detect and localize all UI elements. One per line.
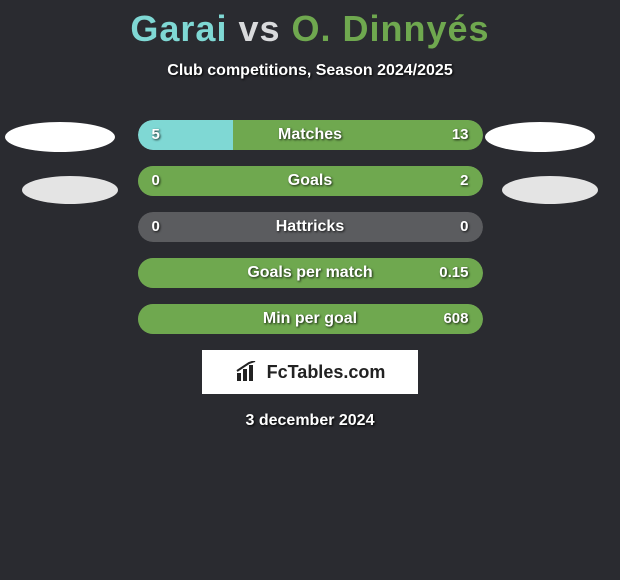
- stat-row: Matches5 13: [138, 120, 483, 150]
- stat-value-left: 5: [152, 120, 160, 150]
- decor-ellipse: [485, 122, 595, 152]
- stat-row: Goals0 2: [138, 166, 483, 196]
- decor-ellipse: [22, 176, 118, 204]
- stat-label: Goals: [138, 166, 483, 196]
- decor-ellipse: [5, 122, 115, 152]
- title-vs: vs: [238, 8, 280, 49]
- stat-label: Matches: [138, 120, 483, 150]
- stat-row: Hattricks0 0: [138, 212, 483, 242]
- title-player2: O. Dinnyés: [292, 8, 490, 49]
- bar-chart-icon: [235, 361, 261, 383]
- logo-text: FcTables.com: [267, 362, 386, 383]
- stat-value-right: 2: [460, 166, 468, 196]
- stat-label: Goals per match: [138, 258, 483, 288]
- logo-box: FcTables.com: [202, 350, 418, 394]
- subtitle: Club competitions, Season 2024/2025: [0, 62, 620, 80]
- stat-value-left: 0: [152, 212, 160, 242]
- stat-label: Hattricks: [138, 212, 483, 242]
- stat-row: Min per goal608: [138, 304, 483, 334]
- stat-value-right: 13: [452, 120, 469, 150]
- stat-value-left: 0: [152, 166, 160, 196]
- page-title: Garai vs O. Dinnyés: [0, 0, 620, 50]
- stat-value-right: 0: [460, 212, 468, 242]
- title-player1: Garai: [130, 8, 227, 49]
- stat-value-right: 608: [443, 304, 468, 334]
- stat-value-right: 0.15: [439, 258, 468, 288]
- stat-label: Min per goal: [138, 304, 483, 334]
- date-text: 3 december 2024: [0, 412, 620, 430]
- chart-area: Matches513Goals02Hattricks00Goals per ma…: [0, 120, 620, 334]
- stat-row: Goals per match0.15: [138, 258, 483, 288]
- decor-ellipse: [502, 176, 598, 204]
